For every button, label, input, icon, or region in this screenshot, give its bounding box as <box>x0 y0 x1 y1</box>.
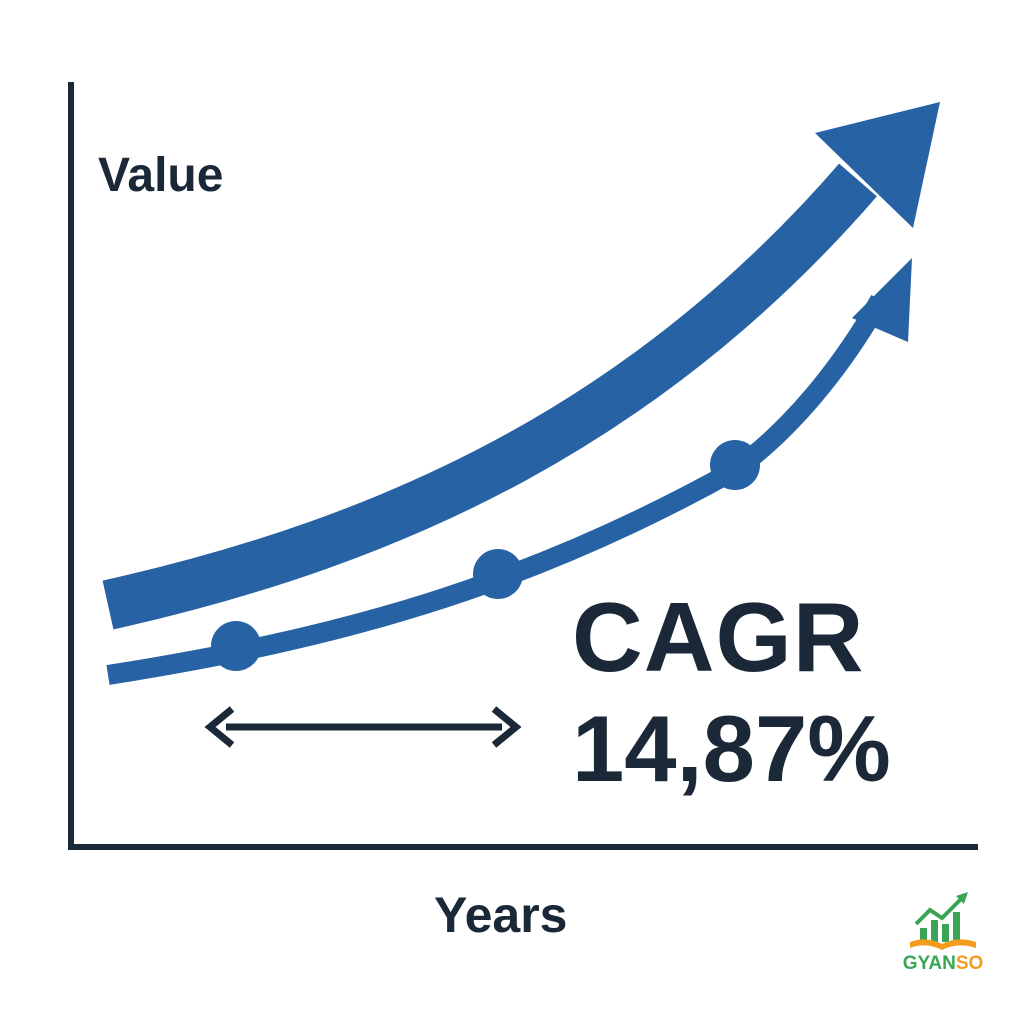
value-point <box>473 549 523 599</box>
value-point <box>710 440 760 490</box>
metric-value: 14,87% <box>572 696 891 801</box>
value-curve <box>106 295 889 685</box>
x-axis-label: Years <box>434 887 568 943</box>
value-point <box>211 621 261 671</box>
metric-title: CAGR <box>572 582 865 692</box>
logo-wordmark-part1: GYAN <box>902 953 956 974</box>
logo-wordmark: GYANSO <box>898 954 988 973</box>
y-axis-label: Value <box>98 149 224 202</box>
logo-wordmark-part2: SO <box>955 953 984 974</box>
growth-arrow-head <box>815 102 940 228</box>
value-curve-arrow-head <box>852 258 912 342</box>
growth-arrow-shaft <box>102 163 877 630</box>
double-headed-arrow-icon <box>204 706 522 748</box>
logo-chart-book-icon <box>910 892 976 950</box>
brand-logo: GYANSO <box>898 890 988 980</box>
